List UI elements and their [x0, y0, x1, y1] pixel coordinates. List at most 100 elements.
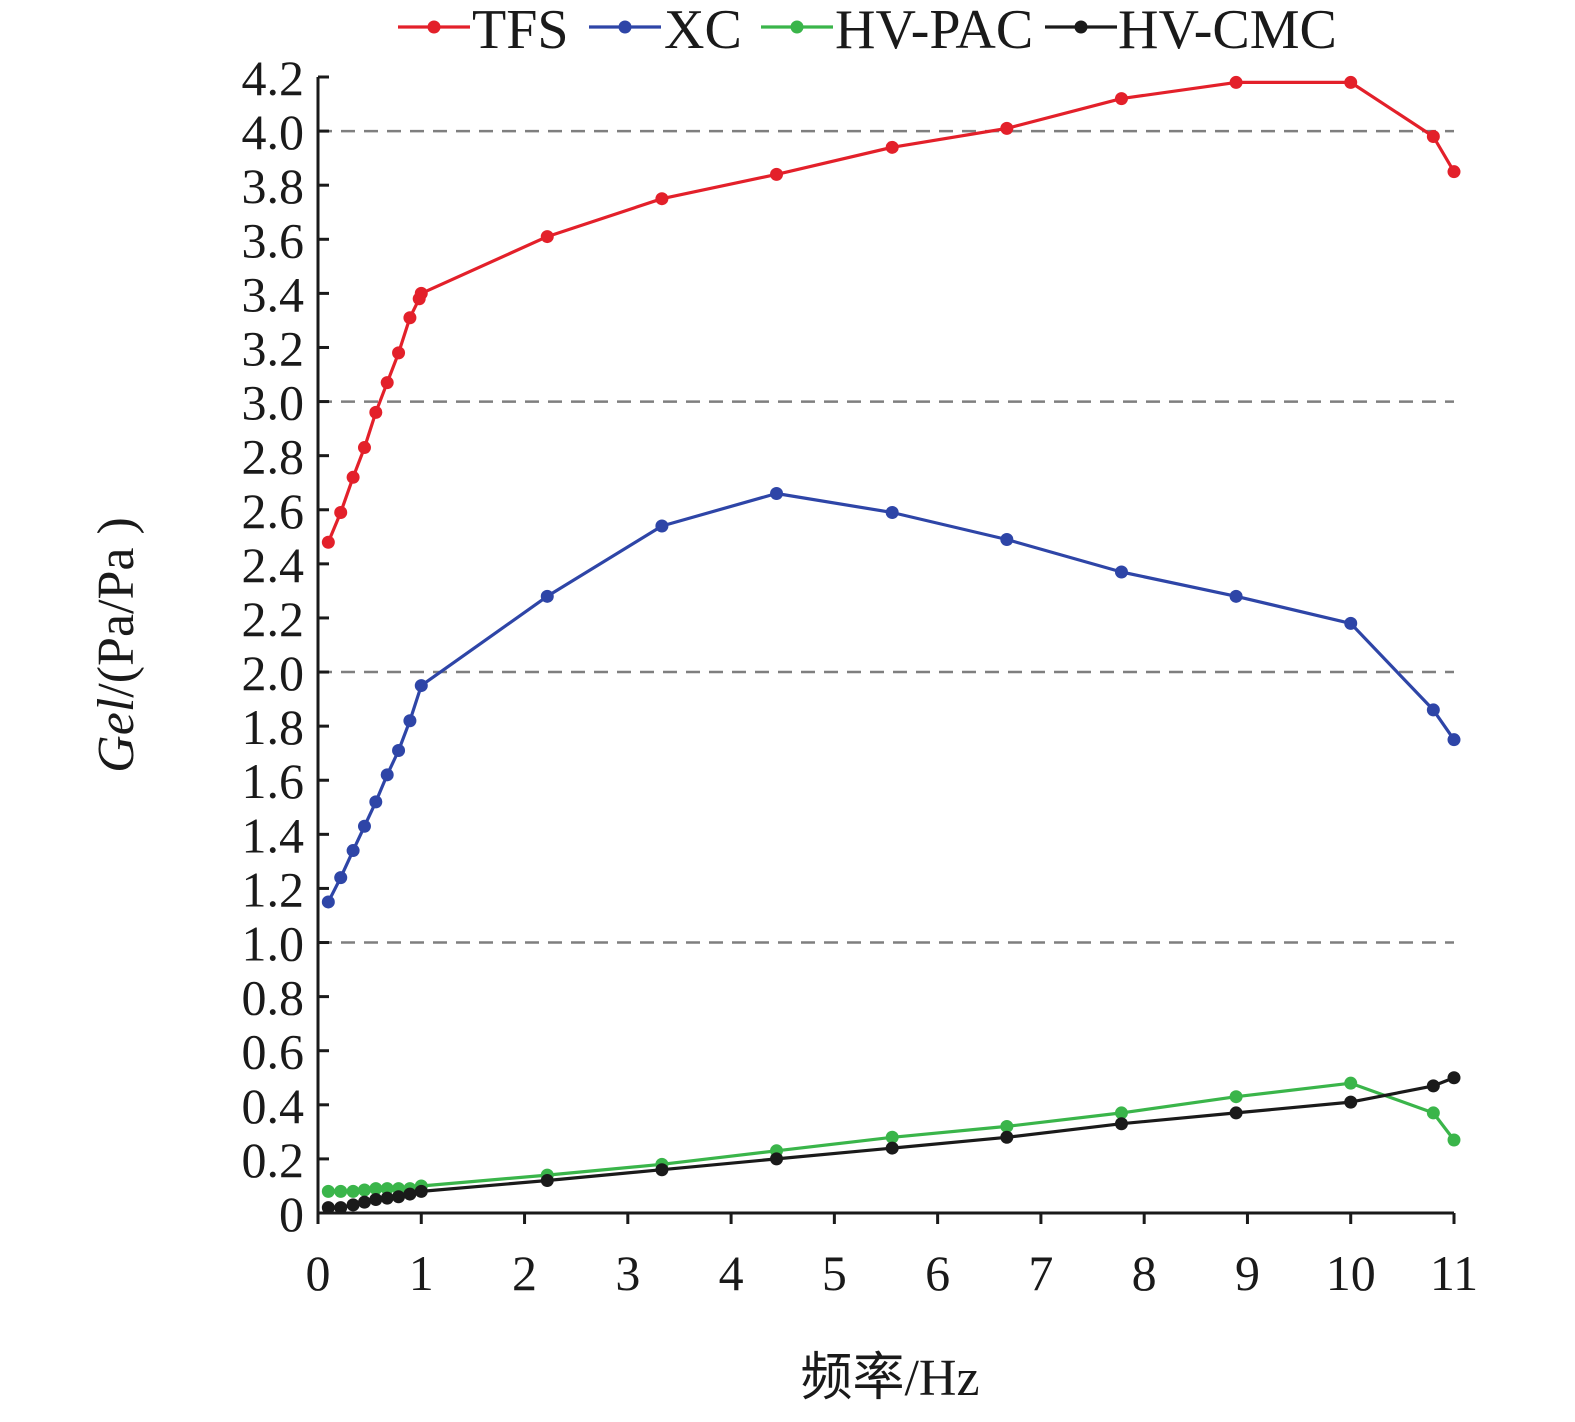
data-point — [321, 895, 335, 909]
data-point — [414, 286, 428, 300]
data-point — [1426, 703, 1440, 717]
series-lines — [321, 75, 1461, 1215]
data-point — [770, 167, 784, 181]
x-tick-label: 5 — [822, 1245, 847, 1301]
data-point — [1344, 616, 1358, 630]
data-point — [1000, 1119, 1014, 1133]
y-axis-label-italic: Gel — [88, 698, 145, 773]
data-point — [1344, 1076, 1358, 1090]
data-point — [403, 714, 417, 728]
data-point — [1426, 1079, 1440, 1093]
x-tick-label: 2 — [512, 1245, 537, 1301]
legend-item-tfs: TFS — [398, 0, 569, 61]
data-point — [1114, 565, 1128, 579]
x-tick-label: 3 — [615, 1245, 640, 1301]
y-tick-label: 1.2 — [242, 861, 305, 917]
data-point — [1447, 165, 1461, 179]
legend-marker — [618, 20, 632, 34]
legend: TFS XC HV-PAC HV-CMC — [398, 0, 1337, 61]
y-tick-label: 3.6 — [242, 212, 305, 268]
data-point — [1426, 130, 1440, 144]
y-tick-label: 0.2 — [242, 1132, 305, 1188]
y-tick-label: 2.2 — [242, 591, 305, 647]
series-tfs — [321, 75, 1461, 549]
data-point — [369, 795, 383, 809]
x-tick-label: 8 — [1132, 1245, 1157, 1301]
y-tick-label: 2.0 — [242, 645, 305, 701]
data-point — [414, 679, 428, 693]
series-hv-cmc — [321, 1071, 1461, 1215]
data-point — [1447, 1071, 1461, 1085]
y-axis-label: Gel/(Pa/Pa ) — [88, 517, 145, 773]
data-point — [357, 819, 371, 833]
x-tick-label: 7 — [1028, 1245, 1053, 1301]
data-point — [885, 1130, 899, 1144]
data-point — [655, 192, 669, 206]
data-point — [321, 1201, 335, 1215]
data-point — [380, 1191, 394, 1205]
y-tick-label: 3.2 — [242, 320, 305, 376]
data-point — [346, 1184, 360, 1198]
data-point — [380, 376, 394, 390]
data-point — [1229, 75, 1243, 89]
data-point — [392, 1190, 406, 1204]
data-point — [1229, 1090, 1243, 1104]
data-point — [540, 230, 554, 244]
series-xc — [321, 487, 1461, 909]
data-point — [540, 589, 554, 603]
data-point — [334, 505, 348, 519]
data-point — [334, 1184, 348, 1198]
series-hv-pac — [321, 1076, 1461, 1198]
data-point — [369, 1182, 383, 1196]
data-point — [369, 1192, 383, 1206]
y-tick-label: 0 — [279, 1186, 304, 1242]
legend-item-xc: XC — [589, 0, 742, 61]
x-tick-label: 6 — [925, 1245, 950, 1301]
data-point — [1447, 1133, 1461, 1147]
data-point — [1229, 589, 1243, 603]
data-point — [392, 346, 406, 360]
data-point — [357, 1183, 371, 1197]
y-tick-label: 1.0 — [242, 916, 305, 972]
data-point — [1114, 1106, 1128, 1120]
data-point — [380, 1182, 394, 1196]
legend-marker — [790, 20, 804, 34]
data-point — [1447, 733, 1461, 747]
data-point — [321, 535, 335, 549]
data-point — [403, 311, 417, 325]
y-tick-label: 2.8 — [242, 429, 305, 485]
data-point — [885, 1141, 899, 1155]
data-point — [655, 1163, 669, 1177]
data-point — [380, 768, 394, 782]
y-tick-label: 1.8 — [242, 699, 305, 755]
y-tick-label: 1.4 — [242, 807, 305, 863]
y-tick-label: 0.4 — [242, 1078, 305, 1134]
legend-label: HV-CMC — [1118, 0, 1337, 61]
data-point — [655, 519, 669, 533]
data-point — [885, 140, 899, 154]
y-tick-label: 0.8 — [242, 970, 305, 1026]
x-axis-label: 频率/Hz — [800, 1350, 979, 1407]
data-point — [321, 1184, 335, 1198]
y-tick-label: 1.6 — [242, 753, 305, 809]
data-point — [334, 1201, 348, 1215]
data-point — [885, 505, 899, 519]
x-tick-label: 0 — [306, 1245, 331, 1301]
legend-label: TFS — [472, 0, 569, 61]
x-tick-label: 1 — [409, 1245, 434, 1301]
data-point — [540, 1174, 554, 1188]
data-point — [1114, 92, 1128, 106]
x-tick-label: 10 — [1326, 1245, 1376, 1301]
y-axis-label-units: /(Pa/Pa ) — [88, 517, 145, 698]
x-tick-label: 9 — [1235, 1245, 1260, 1301]
y-tick-label: 2.4 — [242, 537, 305, 593]
data-point — [1426, 1106, 1440, 1120]
y-tick-label: 2.6 — [242, 483, 305, 539]
y-tick-label: 4.0 — [242, 104, 305, 160]
data-point — [357, 1195, 371, 1209]
axes — [316, 77, 1454, 1215]
data-point — [1000, 121, 1014, 135]
data-point — [1000, 533, 1014, 547]
